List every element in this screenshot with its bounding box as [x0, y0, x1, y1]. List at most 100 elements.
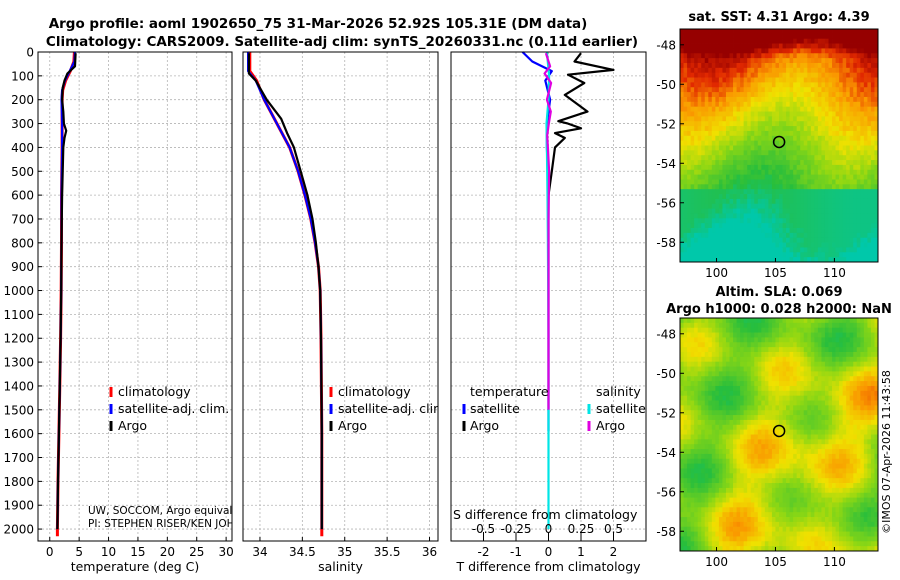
heatmap-cell	[704, 169, 709, 176]
heatmap-cell	[789, 434, 794, 440]
heatmap-cell	[683, 150, 688, 156]
heatmap-cell	[771, 53, 776, 59]
heatmap-cell	[800, 247, 805, 253]
heatmap-cell	[828, 38, 833, 44]
heatmap-cell	[870, 444, 875, 450]
heatmap-cell	[754, 351, 759, 358]
heatmap-cell	[775, 189, 780, 195]
heatmap-cell	[874, 356, 879, 363]
heatmap-cell	[853, 366, 858, 372]
heatmap-cell	[846, 194, 851, 200]
heatmap-cell	[789, 135, 794, 142]
heatmap-cell	[860, 155, 865, 161]
heatmap-cell	[793, 327, 798, 333]
heatmap-cell	[694, 390, 699, 397]
heatmap-cell	[839, 252, 844, 258]
heatmap-cell	[835, 106, 840, 112]
heatmap-cell	[733, 203, 737, 209]
heatmap-cell	[701, 410, 706, 416]
y-tick-label: 2000	[3, 523, 34, 537]
heatmap-cell	[874, 189, 879, 195]
heatmap-cell	[722, 198, 727, 205]
heatmap-cell	[814, 434, 819, 440]
heatmap-cell	[740, 381, 745, 387]
heatmap-cell	[793, 82, 798, 88]
heatmap-cell	[708, 198, 713, 205]
heatmap-cell	[708, 77, 713, 83]
heatmap-cell	[870, 361, 875, 367]
heatmap-cell	[729, 184, 734, 190]
heatmap-cell	[800, 179, 805, 185]
heatmap-cell	[786, 449, 791, 455]
heatmap-cell	[817, 429, 822, 435]
heatmap-cell	[839, 400, 844, 406]
heatmap-cell	[729, 62, 734, 69]
heatmap-cell	[849, 439, 854, 445]
heatmap-cell	[846, 381, 851, 387]
heatmap-cell	[782, 395, 787, 401]
heatmap-cell	[793, 483, 798, 489]
heatmap-cell	[839, 150, 844, 156]
heatmap-cell	[725, 111, 730, 117]
x-tick-label: 34.5	[289, 545, 316, 559]
heatmap-cell	[757, 140, 762, 146]
heatmap-cell	[835, 429, 840, 435]
heatmap-cell	[701, 203, 706, 209]
heatmap-cell	[725, 126, 730, 132]
x-tick-label: 0	[545, 545, 553, 559]
heatmap-cell	[740, 62, 745, 69]
heatmap-cell	[789, 194, 794, 200]
heatmap-cell	[694, 342, 699, 348]
heatmap-cell	[747, 247, 752, 253]
heatmap-cell	[849, 140, 854, 146]
heatmap-cell	[754, 92, 759, 98]
heatmap-cell	[874, 228, 879, 234]
heatmap-cell	[867, 318, 872, 324]
heatmap-cell	[867, 237, 872, 243]
heatmap-cell	[789, 385, 794, 392]
heatmap-cell	[733, 390, 737, 397]
heatmap-cell	[863, 174, 868, 180]
heatmap-cell	[789, 169, 794, 176]
heatmap-cell	[768, 381, 773, 387]
heatmap-cell	[835, 237, 840, 243]
heatmap-cell	[796, 247, 801, 253]
heatmap-cell	[870, 223, 875, 229]
heatmap-cell	[768, 322, 773, 329]
heatmap-cell	[701, 434, 706, 440]
heatmap-cell	[839, 468, 844, 474]
heatmap-cell	[683, 160, 688, 166]
heatmap-cell	[874, 463, 879, 469]
heatmap-cell	[747, 121, 752, 127]
heatmap-cell	[846, 101, 851, 108]
heatmap-cell	[757, 62, 762, 69]
heatmap-cell	[786, 223, 791, 229]
heatmap-cell	[839, 424, 844, 431]
heatmap-cell	[680, 38, 684, 44]
heatmap-cell	[722, 356, 727, 363]
heatmap-cell	[849, 194, 854, 200]
heatmap-cell	[680, 179, 684, 185]
heatmap-cell	[747, 347, 752, 353]
heatmap-cell	[832, 453, 836, 460]
heatmap-cell	[828, 478, 833, 484]
heatmap-cell	[708, 449, 713, 455]
heatmap-cell	[754, 82, 759, 88]
heatmap-cell	[870, 453, 875, 460]
heatmap-cell	[761, 439, 766, 445]
heatmap-cell	[796, 38, 801, 44]
heatmap-cell	[793, 145, 798, 151]
heatmap-cell	[740, 453, 745, 460]
heatmap-cell	[846, 77, 851, 83]
heatmap-cell	[740, 327, 745, 333]
heatmap-cell	[782, 198, 787, 205]
heatmap-cell	[715, 444, 720, 450]
heatmap-cell	[786, 478, 791, 484]
heatmap-cell	[779, 332, 783, 338]
heatmap-cell	[701, 48, 706, 54]
heatmap-cell	[733, 145, 737, 151]
heatmap-cell	[842, 458, 847, 465]
heatmap-cell	[782, 342, 787, 348]
heatmap-cell	[687, 237, 692, 243]
heatmap-cell	[870, 424, 875, 431]
